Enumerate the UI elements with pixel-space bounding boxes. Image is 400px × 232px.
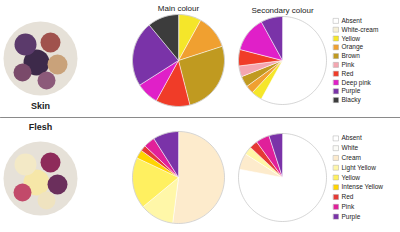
- svg-text:Main colour: Main colour: [158, 4, 200, 13]
- svg-text:Blacky: Blacky: [342, 96, 362, 104]
- svg-text:Absent: Absent: [342, 134, 362, 141]
- svg-text:Brown: Brown: [342, 52, 361, 59]
- svg-text:Yellow: Yellow: [342, 35, 361, 42]
- svg-text:Purple: Purple: [342, 213, 361, 221]
- svg-text:Absent: Absent: [342, 17, 362, 24]
- svg-text:Secondary colour: Secondary colour: [251, 6, 314, 15]
- svg-text:Purple: Purple: [342, 87, 361, 95]
- svg-text:Intense Yellow: Intense Yellow: [342, 183, 384, 190]
- svg-text:Cream: Cream: [342, 154, 362, 161]
- svg-text:Pink: Pink: [342, 61, 355, 68]
- svg-text:Deep pink: Deep pink: [342, 79, 372, 87]
- svg-text:White-cream: White-cream: [342, 26, 379, 33]
- svg-text:Red: Red: [342, 193, 354, 200]
- svg-text:Light Yellow: Light Yellow: [342, 164, 377, 172]
- svg-text:White: White: [342, 144, 359, 151]
- svg-text:Skin: Skin: [31, 101, 50, 111]
- svg-text:Red: Red: [342, 70, 354, 77]
- svg-text:Orange: Orange: [342, 43, 364, 51]
- svg-text:Pink: Pink: [342, 203, 355, 210]
- svg-text:Yellow: Yellow: [342, 174, 361, 181]
- svg-text:Flesh: Flesh: [29, 122, 53, 132]
